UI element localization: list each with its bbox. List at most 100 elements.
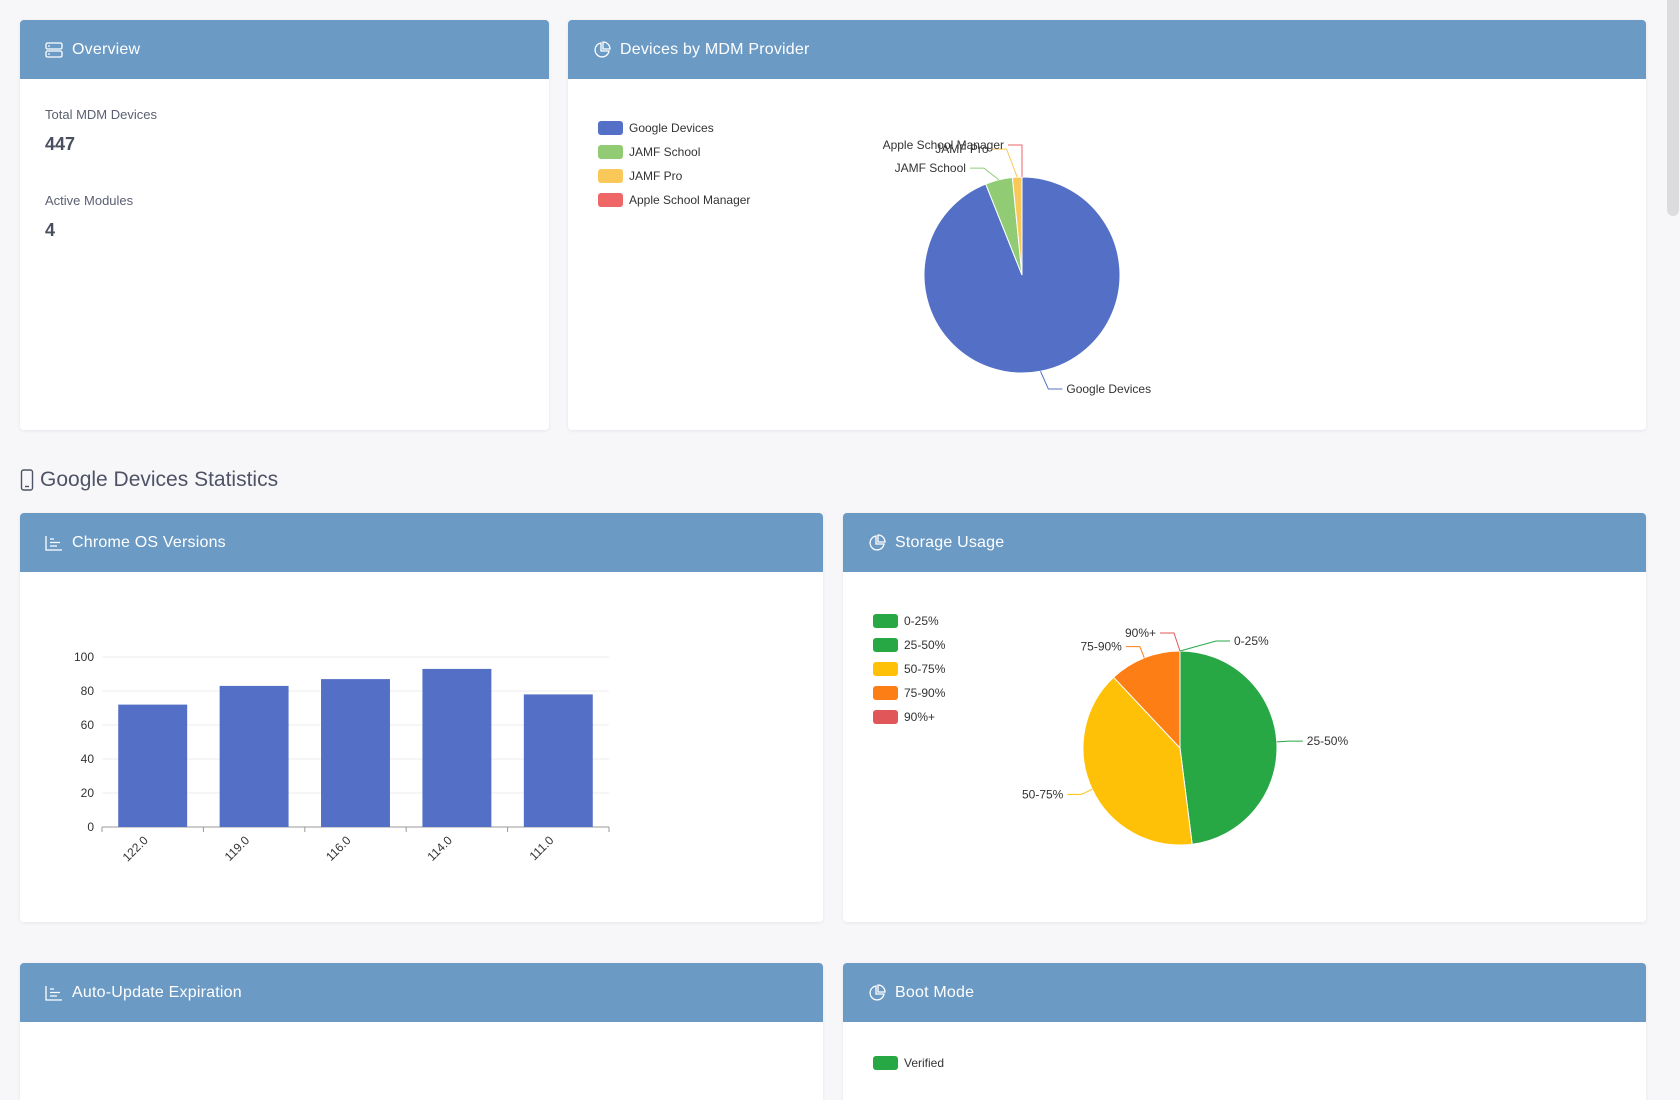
mdm-label-jamf-school: JAMF School [895,161,966,175]
storage-usage-title: Storage Usage [895,533,1005,551]
legend-label: 0-25% [904,614,939,628]
y-tick-label: 0 [87,820,94,834]
total-devices-label: Total MDM Devices [45,107,157,122]
mobile-phone-icon [20,469,36,491]
active-modules-label: Active Modules [45,193,134,208]
mdm-legend-item-jamf-pro[interactable]: JAMF Pro [598,164,750,188]
mdm-legend-item-jamf-school[interactable]: JAMF School [598,140,750,164]
legend-label: 90%+ [904,710,936,724]
legend-label: Apple School Manager [629,193,751,207]
storage-legend-item-75-90[interactable]: 75-90% [873,681,945,705]
legend-label: JAMF School [629,145,701,159]
legend-label: Verified [904,1056,945,1070]
legend-label: Google Devices [629,121,714,135]
pie-chart-icon [592,40,612,60]
x-tick-label-116-0: 116.0 [323,833,354,864]
y-tick-label: 60 [81,718,95,732]
mdm-legend-item-google-devices[interactable]: Google Devices [598,116,750,140]
legend-label: 75-90% [904,686,946,700]
mdm-provider-header: Devices by MDM Provider [568,20,1646,79]
storage-label-75-90: 75-90% [1080,640,1122,654]
bar-chart-icon [44,533,64,553]
bar-111-0[interactable] [523,694,593,827]
storage-legend-item-0-25[interactable]: 0-25% [873,609,945,633]
mdm-leader-google-devices [1040,371,1063,390]
storage-leader-25-50 [1276,740,1303,743]
overview-card: Overview Total MDM Devices 447 Active Mo… [20,20,549,430]
boot-legend-item-verified[interactable]: Verified [873,1051,944,1075]
bar-119-0[interactable] [219,685,289,827]
storage-slice-25-50[interactable] [1179,650,1278,845]
auto-update-expiration-header: Auto-Update Expiration [20,963,823,1022]
storage-legend-item-50-75[interactable]: 50-75% [873,657,945,681]
mdm-legend: Google Devices JAMF School JAMF Pro Apple S… [598,116,750,212]
legend-label: JAMF Pro [629,169,683,183]
storage-slice-75-90[interactable] [1112,650,1181,750]
chrome-os-versions-card: Chrome OS Versions 0 20 40 60 80 100 122.0 119.… [20,513,823,922]
mdm-leader-jamf-pro [992,148,1018,178]
storage-leader-90 [1160,632,1181,652]
bar-122-0[interactable] [118,704,188,827]
total-devices-value: 447 [45,134,76,154]
legend-label: 25-50% [904,638,946,652]
google-devices-section-title: Google Devices Statistics [20,468,278,492]
mdm-label-google-devices: Google Devices [1066,382,1151,396]
x-tick-label-122-0: 122.0 [120,833,151,864]
y-tick-label: 80 [81,684,95,698]
storage-usage-card: Storage Usage 0-25% 25-50% 50-75% 75-90% 90%… [843,513,1646,922]
mdm-provider-title: Devices by MDM Provider [620,40,810,58]
storage-leader-75-90 [1125,646,1145,658]
bar-chart-icon [44,983,64,1003]
storage-legend-item-25-50[interactable]: 25-50% [873,633,945,657]
auto-update-expiration-title: Auto-Update Expiration [72,983,242,1001]
boot-mode-card: Boot Mode Verified [843,963,1646,1100]
pie-chart-icon [867,533,887,553]
x-tick-label-119-0: 119.0 [222,833,253,864]
storage-label-25-50: 25-50% [1307,734,1349,748]
legend-label: 50-75% [904,662,946,676]
mdm-label-jamf-pro: JAMF Pro [935,142,989,156]
legend-swatch [873,662,898,676]
storage-pie-chart: 0-25% 25-50% 50-75% 75-90%90%+ [1022,626,1349,846]
active-modules-value: 4 [45,220,56,240]
y-tick-label: 40 [81,752,95,766]
chrome-os-versions-title: Chrome OS Versions [72,533,226,551]
storage-leader-0-25 [1179,640,1230,652]
x-tick-label-111-0: 111.0 [527,833,557,863]
mdm-label-apple-school-manager: Apple School Manager [883,138,1004,152]
pie-chart-icon [867,983,887,1003]
page-scrollbar[interactable] [1666,0,1680,1100]
legend-swatch [873,1056,898,1070]
storage-usage-header: Storage Usage [843,513,1646,572]
boot-legend: Verified [873,1051,944,1075]
legend-swatch [598,121,623,135]
auto-update-expiration-card: Auto-Update Expiration [20,963,823,1100]
storage-legend-item-90[interactable]: 90%+ [873,705,945,729]
legend-swatch [873,614,898,628]
chrome-os-bar-chart: 0 20 40 60 80 100 122.0 119.0 116.0 114.0 111.0 [74,650,610,864]
overview-title: Overview [72,40,141,58]
y-tick-label: 100 [74,650,94,664]
mdm-leader-apple-school-manager [1008,144,1023,177]
boot-mode-header: Boot Mode [843,963,1646,1022]
storage-label-0-25: 0-25% [1234,634,1269,648]
y-tick-label: 20 [81,786,95,800]
mdm-leader-jamf-school [969,167,1000,181]
chrome-os-versions-header: Chrome OS Versions [20,513,823,572]
x-tick-label-114-0: 114.0 [425,833,456,864]
storage-leader-50-75 [1067,788,1093,795]
legend-swatch [873,686,898,700]
scrollbar-thumb[interactable] [1667,0,1679,216]
storage-legend: 0-25% 25-50% 50-75% 75-90% 90%+ [873,609,945,729]
mdm-legend-item-apple-school-manager[interactable]: Apple School Manager [598,188,750,212]
bar-116-0[interactable] [321,679,390,827]
boot-mode-title: Boot Mode [895,983,975,1001]
overview-header: Overview [20,20,549,79]
legend-swatch [873,710,898,724]
legend-swatch [598,193,623,207]
bar-114-0[interactable] [422,668,492,827]
storage-slice-50-75[interactable] [1082,676,1193,846]
section-title-text: Google Devices Statistics [40,468,279,491]
legend-swatch [598,145,623,159]
